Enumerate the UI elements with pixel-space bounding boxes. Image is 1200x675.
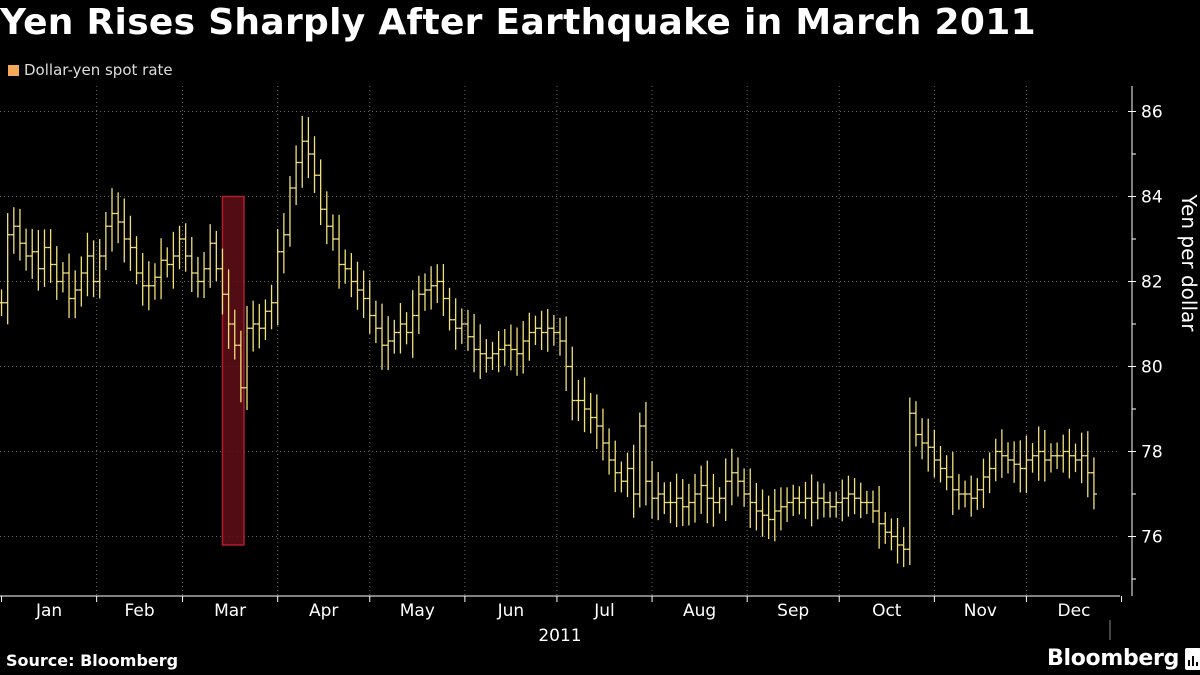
series-layer <box>0 115 1097 568</box>
axes: 76 78 80 82 84 86 Yen per dollar Jan Feb Mar Apr Ma… <box>0 86 1200 646</box>
brand-logo: Bloomberg <box>1047 646 1200 671</box>
x-tick-label: Feb <box>125 601 155 621</box>
x-tick-label: Jul <box>593 601 615 621</box>
x-axis-year-label: 2011 <box>538 626 581 646</box>
y-tick-label: 76 <box>1141 528 1163 548</box>
grid <box>0 86 1120 596</box>
y-tick-label: 86 <box>1141 103 1163 123</box>
x-tick-label: Mar <box>214 601 246 621</box>
x-tick-label: Sep <box>777 601 809 621</box>
x-tick-label: Nov <box>964 601 997 621</box>
source-note: Source: Bloomberg <box>6 651 179 670</box>
x-tick-label: Jun <box>497 601 525 621</box>
x-tick-label: Apr <box>309 601 338 621</box>
y-tick-label: 84 <box>1141 188 1163 208</box>
highlight-box <box>221 195 245 546</box>
x-tick-label: Jan <box>35 601 62 621</box>
x-tick-label: Oct <box>872 601 902 621</box>
y-tick-label: 78 <box>1141 443 1163 463</box>
x-tick-label: Dec <box>1058 601 1091 621</box>
legend: Dollar-yen spot rate <box>8 61 173 79</box>
y-axis-label: Yen per dollar <box>1177 193 1200 332</box>
highlight-layer <box>221 195 245 546</box>
y-tick-label: 82 <box>1141 273 1163 293</box>
bar-chart-icon <box>1185 647 1200 670</box>
brand-text: Bloomberg <box>1047 646 1180 671</box>
x-tick-label: May <box>400 601 435 621</box>
y-tick-label: 80 <box>1141 358 1163 378</box>
legend-swatch <box>8 64 19 76</box>
chart-title: Yen Rises Sharply After Earthquake in Ma… <box>0 2 1036 43</box>
legend-label: Dollar-yen spot rate <box>24 61 173 79</box>
x-tick-label: Aug <box>683 601 716 621</box>
